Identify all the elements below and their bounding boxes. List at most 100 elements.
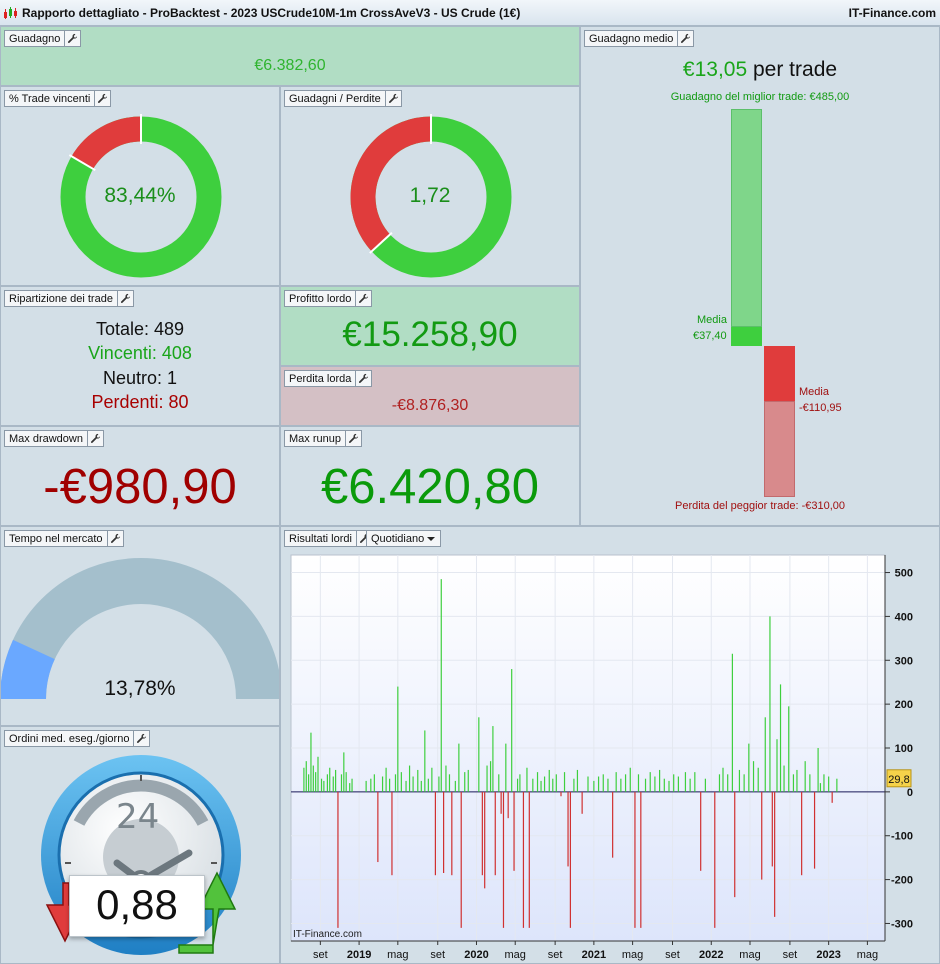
perdita-lorda-tag: Perdita lorda — [284, 370, 373, 387]
guadagno-medio-label: Guadagno medio — [589, 33, 674, 45]
ripartizione-panel: Ripartizione dei trade Totale: 489 Vince… — [0, 286, 280, 426]
candlestick-app-icon — [4, 7, 17, 19]
wrench-icon[interactable] — [94, 91, 110, 106]
x-tick-label: set — [313, 949, 328, 961]
max-runup-tag: Max runup — [284, 430, 362, 447]
avg-loss-value: -€110,95 — [799, 402, 842, 414]
worst-trade-bar — [764, 401, 795, 497]
x-tick-label: 2021 — [582, 949, 606, 961]
trade-vincenti-panel: % Trade vincenti 83,44% — [0, 86, 280, 286]
x-tick-label: mag — [505, 949, 526, 961]
wrench-icon[interactable] — [106, 531, 123, 546]
guadagni-perdite-tag: Guadagni / Perdite — [284, 90, 402, 107]
x-tick-label: set — [665, 949, 680, 961]
orders-value-box — [69, 875, 205, 937]
avg-gain-label: Media — [697, 314, 727, 326]
win-rate-value: 83,44% — [104, 184, 176, 207]
wrench-icon[interactable] — [355, 371, 371, 386]
worst-trade-label: Perdita del peggior trade: -€310,00 — [674, 500, 845, 512]
guadagno-medio-suffix: per trade — [753, 58, 838, 81]
profitto-lordo-tag: Profitto lordo — [284, 290, 373, 307]
avg-gain-bar — [731, 327, 762, 346]
vincenti-trade: Vincenti: 408 — [88, 343, 192, 363]
brand-label: IT-Finance.com — [848, 6, 936, 20]
tempo-mercato-label: Tempo nel mercato — [9, 533, 103, 545]
x-tick-label: 2023 — [816, 949, 840, 961]
last-value-box — [886, 769, 912, 788]
x-tick-label: set — [783, 949, 798, 961]
profitto-lordo-panel: Profitto lordo €15.258,90 — [280, 286, 580, 366]
wrench-icon[interactable] — [86, 431, 103, 446]
neutro-trade: Neutro: 1 — [102, 368, 178, 388]
guadagno-tag: Guadagno — [4, 30, 82, 47]
time-in-market-gauge — [1, 558, 279, 700]
ordini-tag: Ordini med. eseg./giorno — [4, 730, 151, 747]
perdenti-trade: Perdenti: 80 — [91, 392, 189, 412]
ripartizione-tag: Ripartizione dei trade — [4, 290, 134, 307]
x-tick-label: 2019 — [347, 949, 371, 961]
avg-gain-value: €37,40 — [693, 330, 727, 342]
y-tick-label: 500 — [895, 568, 913, 580]
x-tick-label: 2022 — [699, 949, 723, 961]
trade-vincenti-tag: % Trade vincenti — [4, 90, 112, 107]
guadagno-label: Guadagno — [9, 33, 61, 45]
x-tick-label: mag — [387, 949, 408, 961]
period-dropdown[interactable]: Quotidiano — [366, 530, 442, 547]
max-drawdown-label: Max drawdown — [9, 433, 83, 445]
x-tick-label: mag — [622, 949, 643, 961]
y-tick-label: 0 — [907, 787, 913, 799]
profitto-lordo-value: €15.258,90 — [342, 315, 518, 354]
daily-results-chart: 500 400 300 200 100 0 -100 -200 -300 29,8 set 2019… — [290, 554, 913, 961]
profit-loss-donut — [350, 114, 512, 278]
perdita-lorda-value: -€8.876,30 — [391, 397, 469, 414]
perdita-lorda-label: Perdita lorda — [289, 373, 352, 385]
max-runup-label: Max runup — [289, 433, 341, 445]
profit-factor-value: 1,72 — [409, 184, 451, 207]
wrench-icon[interactable] — [133, 731, 149, 746]
avg-loss-label: Media — [799, 386, 829, 398]
title-bar: Rapporto dettagliato - ProBacktest - 202… — [0, 0, 940, 26]
profitto-lordo-label: Profitto lordo — [289, 293, 352, 305]
chart-watermark: IT-Finance.com — [293, 929, 362, 940]
orders-per-day-value: 0,88 — [96, 881, 178, 928]
guadagno-medio-tag: Guadagno medio — [584, 30, 695, 47]
risultati-tag: Risultati lordi — [284, 530, 373, 547]
x-tick-label: mag — [857, 949, 878, 961]
x-tick-label: set — [548, 949, 563, 961]
totale-trade: Totale: 489 — [95, 319, 185, 339]
risultati-label: Risultati lordi — [289, 533, 352, 545]
max-drawdown-panel: Max drawdown -€980,90 — [0, 426, 280, 526]
y-tick-label: 200 — [895, 699, 913, 711]
perdita-lorda-panel: Perdita lorda -€8.876,30 — [280, 366, 580, 426]
tempo-mercato-tag: Tempo nel mercato — [4, 530, 124, 547]
guadagno-medio-panel: Guadagno medio €13,05 per trade Guadagno… — [580, 26, 940, 526]
ripartizione-label: Ripartizione dei trade — [9, 293, 113, 305]
wrench-icon[interactable] — [384, 91, 401, 106]
wrench-icon[interactable] — [677, 31, 693, 46]
best-trade-bar — [731, 109, 762, 327]
y-tick-label: -200 — [891, 875, 913, 887]
wrench-icon[interactable] — [355, 531, 372, 546]
risultati-panel: Risultati lordi Quotidiano 500 400 300 200 1… — [280, 526, 940, 964]
win-rate-donut — [60, 114, 222, 278]
guadagno-medio-value: €13,05 — [682, 58, 748, 81]
wrench-icon[interactable] — [116, 291, 133, 306]
best-trade-label: Guadagno del miglior trade: €485,00 — [670, 91, 850, 103]
x-tick-label: mag — [739, 949, 760, 961]
guadagni-perdite-panel: Guadagni / Perdite 1,72 — [280, 86, 580, 286]
last-value-label: 29,8 — [888, 774, 909, 786]
tempo-mercato-panel: Tempo nel mercato 13,78% — [0, 526, 280, 726]
max-drawdown-tag: Max drawdown — [4, 430, 104, 447]
ordini-panel: Ordini med. eseg./giorno 24 0,88 — [0, 726, 280, 964]
wrench-icon[interactable] — [355, 291, 371, 306]
y-tick-label: 300 — [895, 655, 913, 667]
x-tick-label: set — [430, 949, 445, 961]
wrench-icon[interactable] — [64, 31, 80, 46]
x-tick-label: 2020 — [464, 949, 488, 961]
window-title: Rapporto dettagliato - ProBacktest - 202… — [22, 6, 521, 20]
trade-vincenti-label: % Trade vincenti — [9, 93, 91, 105]
max-runup-panel: Max runup €6.420,80 — [280, 426, 580, 526]
guadagno-panel: Guadagno €6.382,60 — [0, 26, 580, 86]
ordini-label: Ordini med. eseg./giorno — [9, 733, 130, 745]
wrench-icon[interactable] — [344, 431, 361, 446]
